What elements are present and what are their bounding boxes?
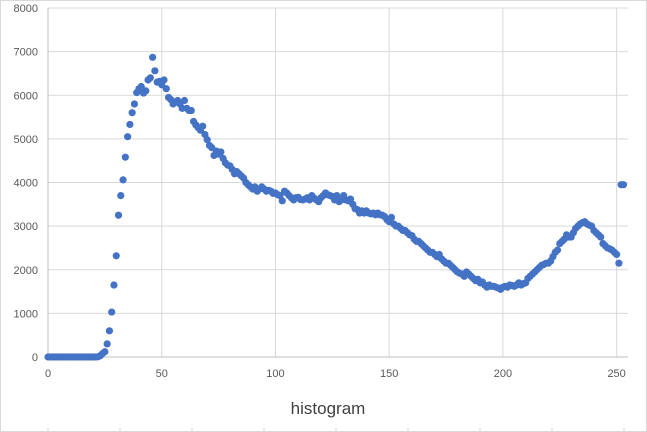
data-point xyxy=(387,213,396,221)
data-points xyxy=(44,53,628,361)
y-tick-label: 0 xyxy=(32,352,38,364)
data-point xyxy=(187,106,195,115)
data-point xyxy=(142,87,150,95)
data-point xyxy=(597,233,605,241)
data-point xyxy=(149,53,157,61)
y-tick-label: 5000 xyxy=(14,134,38,146)
data-point xyxy=(162,85,170,93)
x-tick-label: 0 xyxy=(45,368,51,380)
data-point xyxy=(128,109,136,117)
data-point xyxy=(110,281,118,289)
data-point xyxy=(108,308,116,316)
x-tick-label: 150 xyxy=(380,368,398,380)
data-point xyxy=(278,197,286,205)
data-point xyxy=(126,120,134,129)
data-point xyxy=(121,153,129,161)
x-tick-label: 50 xyxy=(156,368,168,380)
data-point xyxy=(105,327,114,335)
data-point xyxy=(553,246,562,254)
axes xyxy=(47,8,628,432)
data-point xyxy=(333,191,341,200)
y-tick-label: 6000 xyxy=(14,90,38,102)
data-point xyxy=(130,100,139,108)
data-point xyxy=(112,252,120,260)
y-tick-label: 1000 xyxy=(14,308,38,320)
data-point xyxy=(180,96,189,105)
data-point xyxy=(101,348,109,356)
data-point xyxy=(160,76,168,84)
x-tick-label: 200 xyxy=(494,368,512,380)
data-point xyxy=(124,133,132,141)
y-tick-label: 7000 xyxy=(14,47,38,59)
data-point xyxy=(217,148,225,156)
y-tick-label: 4000 xyxy=(14,178,38,190)
data-point xyxy=(119,176,127,184)
data-point xyxy=(137,82,145,91)
y-tick-label: 2000 xyxy=(14,265,38,277)
data-point xyxy=(114,211,123,219)
data-point xyxy=(199,122,207,130)
data-point xyxy=(117,191,125,200)
data-point xyxy=(613,250,621,259)
x-axis-title: histogram xyxy=(291,399,366,418)
data-point xyxy=(151,67,159,75)
data-point xyxy=(146,74,154,82)
y-tick-labels: 0 1000 2000 3000 4000 5000 6000 7000 8000 xyxy=(14,3,38,364)
data-point xyxy=(203,136,211,144)
x-tick-label: 250 xyxy=(607,368,625,380)
data-point xyxy=(615,259,623,267)
data-point xyxy=(619,181,628,189)
data-point xyxy=(103,340,111,348)
x-tick-labels: 0 50 100 150 200 250 xyxy=(45,368,626,380)
y-tick-label: 8000 xyxy=(14,3,38,15)
y-tick-label: 3000 xyxy=(14,221,38,233)
x-tick-label: 100 xyxy=(266,368,284,380)
